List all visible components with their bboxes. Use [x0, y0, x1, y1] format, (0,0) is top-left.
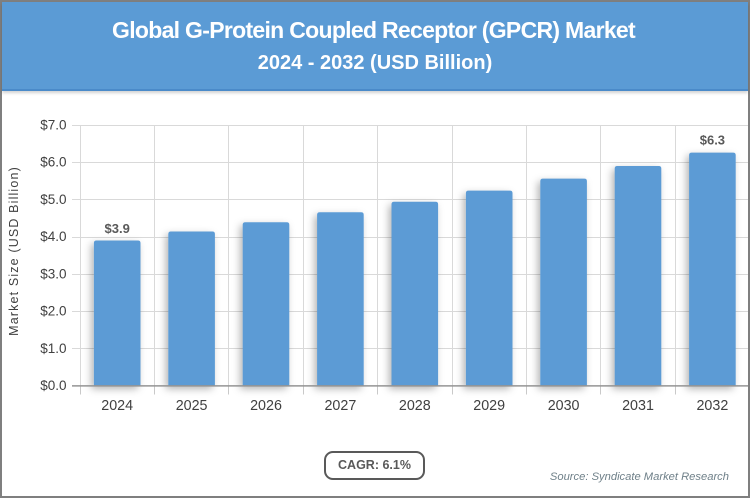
- svg-text:$7.0: $7.0: [40, 118, 66, 133]
- svg-text:2028: 2028: [399, 398, 431, 414]
- svg-text:2031: 2031: [622, 398, 654, 414]
- svg-text:$0.0: $0.0: [40, 378, 66, 393]
- svg-text:2030: 2030: [548, 398, 580, 414]
- svg-text:2029: 2029: [473, 398, 505, 414]
- svg-text:$3.9: $3.9: [105, 221, 130, 236]
- svg-text:$6.3: $6.3: [700, 133, 725, 148]
- svg-text:$6.0: $6.0: [40, 155, 66, 170]
- svg-text:2025: 2025: [176, 398, 208, 414]
- svg-text:$4.0: $4.0: [40, 229, 66, 244]
- svg-text:2024: 2024: [101, 398, 133, 414]
- svg-text:$2.0: $2.0: [40, 304, 66, 319]
- svg-text:$5.0: $5.0: [40, 192, 66, 207]
- svg-text:2026: 2026: [250, 398, 282, 414]
- svg-text:Market Size (USD Billion): Market Size (USD Billion): [7, 166, 21, 336]
- svg-text:$3.0: $3.0: [40, 267, 66, 282]
- svg-text:2032: 2032: [696, 398, 728, 414]
- svg-text:2027: 2027: [324, 398, 356, 414]
- svg-text:$1.0: $1.0: [40, 341, 66, 356]
